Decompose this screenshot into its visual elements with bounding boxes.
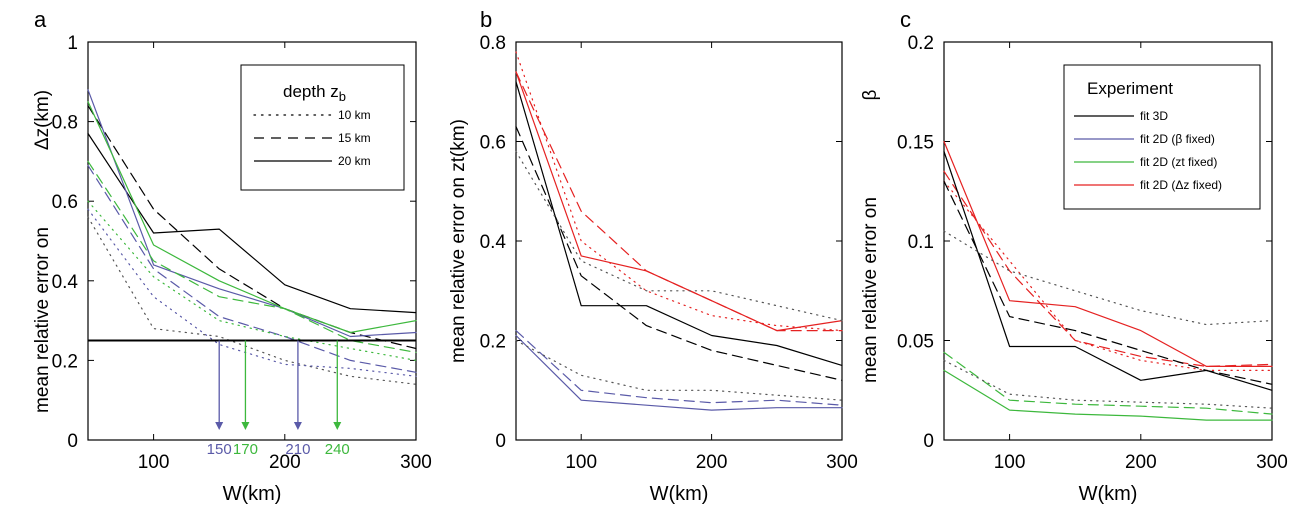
panel-a-ytick-label: 0.2 [52,351,78,372]
panel-c-series-green-solid [943,369,1273,421]
panel-c: c 0 0.05 0.1 0.15 0.2 100 200 300 mean relative… [860,7,1288,505]
panel-b-xtick-label: 100 [565,452,597,473]
panel-b-ticks: 0 0.2 0.4 0.6 0.8 100 200 300 [480,33,858,473]
panel-b-xtick-label: 300 [826,452,858,473]
panel-c-series [943,140,1273,421]
panel-a-series-green-dashed [87,160,417,353]
panel-c-legend: Experiment fit 3D fit 2D (β fixed) fit 2… [1063,64,1261,210]
panel-c-ytick-label: 0.05 [897,332,934,353]
panel-a-series-blue-solid [87,89,417,338]
panel-c-ylabel-symbol: β [860,89,881,100]
panel-b-ytick-label: 0.2 [480,332,506,353]
panel-a-series [87,89,417,385]
panel-c-xtick-label: 100 [994,452,1026,473]
panel-a-arrow-label: 240 [325,441,350,458]
panel-b-label: b [480,7,492,32]
panel-b-ylabel: mean relative error on zt(km) [448,119,469,363]
panel-a-ytick-label: 1 [67,33,78,54]
panel-a-series-black-dashed [87,105,417,350]
panel-c-ytick-label: 0.2 [908,33,934,54]
panel-a-xtick-label: 300 [400,452,432,473]
panel-c-legend-label-beta: fit 2D (β fixed) [1140,132,1215,146]
panel-a-legend-box [240,64,405,191]
panel-c-ytick-label: 0 [923,431,934,452]
panel-a-ytick-label: 0 [67,431,78,452]
panel-a-series-blue-dashed [87,164,417,373]
panel-c-series-black-solid [943,150,1273,391]
panel-c-series-black-dashed [943,180,1273,385]
panel-b-series-blue-dashed [515,330,843,406]
panel-a-xlabel: W(km) [223,483,282,505]
panel-b-ytick-label: 0.8 [480,33,506,54]
panel-c-ytick-label: 0.15 [897,133,934,154]
panel-b-xlabel: W(km) [650,483,709,505]
panel-b-series-red-solid [515,71,843,332]
panel-b-series-blue-solid [515,334,843,411]
panel-c-legend-label-zt: fit 2D (zt fixed) [1140,155,1217,169]
panel-b: b 0 0.2 0.4 0.6 0.8 100 200 300 mean relative e… [448,7,858,505]
panel-a-arrow-head [241,422,250,430]
panel-a-ytick-label: 0.6 [52,192,78,213]
panel-b-axes-box [515,41,843,441]
panel-a-arrow-label: 210 [285,441,310,458]
panel-c-label: c [900,7,911,32]
panel-a-legend-label-15: 15 km [338,131,371,145]
panel-b-ytick-label: 0 [495,431,506,452]
panel-b-series [515,51,843,411]
panel-b-series-black-dotted [515,339,843,401]
panel-c-legend-title: Experiment [1087,79,1173,98]
panel-a-series-blue-dotted [87,208,417,377]
panel-a-ytick-label: 0.4 [52,272,79,293]
panel-c-series-red-dotted [943,180,1273,371]
panel-a-arrow-head [333,422,342,430]
panel-b-series-black-dashed [515,125,843,381]
panel-a-series-black-dotted [87,216,417,385]
panel-b-series-red-dotted [515,51,843,332]
panel-a-series-green-solid [87,101,417,334]
panel-b-ytick-label: 0.6 [480,133,506,154]
panel-a-xtick-label: 200 [269,452,301,473]
panel-a-arrow-head [293,422,302,430]
panel-b-series-red-dashed [515,71,843,332]
panel-c-xlabel: W(km) [1079,483,1138,505]
panel-b-series-black-dotted [515,150,843,322]
panel-a-ylabel-symbol: Δz(km) [32,90,53,150]
panel-a-legend-label-10: 10 km [338,108,371,122]
panel-a-arrow-label: 170 [233,441,258,458]
panel-c-ticks: 0 0.05 0.1 0.15 0.2 100 200 300 [897,33,1288,473]
panel-a-ticks: 0 0.2 0.4 0.6 0.8 1 100 200 300 [52,33,432,473]
panel-b-series-black-solid [515,81,843,366]
panel-a-arrow-label: 150 [207,441,232,458]
panel-c-series-black-dotted [943,230,1273,326]
panel-a-axes-box [87,41,417,441]
panel-c-series-red-dashed [943,170,1273,367]
panel-b-ytick-label: 0.4 [480,232,507,253]
panel-c-xtick-label: 200 [1125,452,1157,473]
panel-a-series-black-solid [87,132,417,314]
panel-c-legend-label-dz: fit 2D (Δz fixed) [1140,178,1222,192]
panel-c-legend-label-fit3d: fit 3D [1140,109,1168,123]
panel-a-ytick-label: 0.8 [52,113,78,134]
panel-a-arrows: 150 170 210 240 [207,340,350,458]
panel-c-ytick-label: 0.1 [908,232,934,253]
panel-c-ylabel: mean relative error on [860,197,881,383]
panel-a-legend-title: depth zb [283,82,346,104]
panel-a-ylabel: mean relative error on [32,227,53,413]
panel-a-legend: depth zb 10 km 15 km 20 km [240,64,405,191]
panel-a: a 0 0.2 0.4 0.6 0.8 1 100 200 300 150 170 210 240 m… [32,7,432,505]
panel-c-series-green-dashed [943,351,1273,415]
panel-a-arrow-head [215,422,224,430]
panel-c-xtick-label: 300 [1256,452,1288,473]
panel-b-xtick-label: 200 [696,452,728,473]
panel-c-series-black-dotted [943,359,1273,409]
panel-a-legend-label-20: 20 km [338,154,371,168]
panel-a-label: a [34,7,47,32]
panel-a-xtick-label: 100 [138,452,170,473]
